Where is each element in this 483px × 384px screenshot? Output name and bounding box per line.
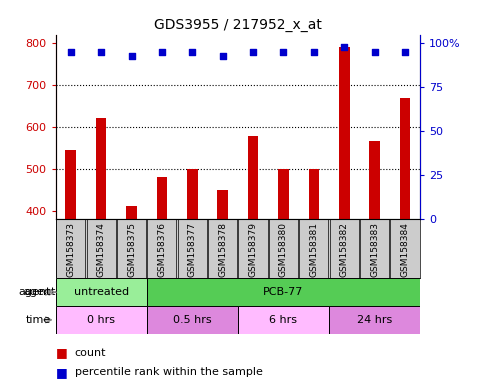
Bar — [309, 169, 319, 219]
Title: GDS3955 / 217952_x_at: GDS3955 / 217952_x_at — [154, 18, 322, 32]
Text: untreated: untreated — [73, 287, 128, 297]
Text: 24 hrs: 24 hrs — [357, 315, 392, 325]
Text: GSM158383: GSM158383 — [370, 222, 379, 277]
FancyBboxPatch shape — [239, 220, 268, 278]
Bar — [400, 98, 411, 219]
FancyBboxPatch shape — [86, 220, 116, 278]
Text: time: time — [26, 315, 51, 325]
Text: percentile rank within the sample: percentile rank within the sample — [75, 367, 263, 377]
Text: GSM158382: GSM158382 — [340, 222, 349, 277]
Text: PCB-77: PCB-77 — [263, 287, 304, 297]
Point — [67, 49, 74, 55]
Point — [97, 49, 105, 55]
Bar — [329, 306, 420, 334]
Bar — [147, 306, 238, 334]
FancyBboxPatch shape — [390, 220, 420, 278]
Point — [128, 53, 135, 59]
Bar — [56, 306, 147, 334]
Text: GSM158384: GSM158384 — [400, 222, 410, 277]
Bar — [56, 278, 147, 306]
Text: ■: ■ — [56, 346, 67, 359]
FancyBboxPatch shape — [299, 220, 328, 278]
Bar — [65, 150, 76, 219]
FancyBboxPatch shape — [147, 220, 176, 278]
Point — [310, 49, 318, 55]
Text: 6 hrs: 6 hrs — [270, 315, 298, 325]
Text: 0.5 hrs: 0.5 hrs — [173, 315, 212, 325]
Point — [371, 49, 379, 55]
FancyBboxPatch shape — [178, 220, 207, 278]
Bar — [96, 118, 106, 219]
Bar — [339, 47, 350, 219]
Point — [341, 44, 348, 50]
Text: agent: agent — [23, 287, 56, 297]
Bar — [217, 190, 228, 219]
Bar — [126, 206, 137, 219]
Text: GSM158378: GSM158378 — [218, 222, 227, 277]
Text: GSM158375: GSM158375 — [127, 222, 136, 277]
Point — [188, 49, 196, 55]
Text: ■: ■ — [56, 366, 67, 379]
Point — [158, 49, 166, 55]
FancyBboxPatch shape — [56, 220, 85, 278]
Text: GSM158381: GSM158381 — [309, 222, 318, 277]
FancyBboxPatch shape — [117, 220, 146, 278]
FancyBboxPatch shape — [208, 220, 237, 278]
Text: GSM158374: GSM158374 — [97, 222, 106, 277]
Text: GSM158376: GSM158376 — [157, 222, 167, 277]
Point — [280, 49, 287, 55]
Text: count: count — [75, 348, 106, 358]
Text: GSM158379: GSM158379 — [249, 222, 257, 277]
Bar — [278, 169, 289, 219]
Point — [401, 49, 409, 55]
Point — [249, 49, 257, 55]
Bar — [187, 169, 198, 219]
Text: 0 hrs: 0 hrs — [87, 315, 115, 325]
Text: agent: agent — [18, 287, 51, 297]
FancyBboxPatch shape — [330, 220, 359, 278]
FancyBboxPatch shape — [269, 220, 298, 278]
Bar — [156, 177, 167, 219]
Bar — [248, 136, 258, 219]
Text: GSM158377: GSM158377 — [188, 222, 197, 277]
Text: GSM158380: GSM158380 — [279, 222, 288, 277]
Bar — [238, 306, 329, 334]
Bar — [147, 278, 420, 306]
Point — [219, 53, 227, 59]
FancyBboxPatch shape — [360, 220, 389, 278]
Bar — [369, 141, 380, 219]
Text: GSM158373: GSM158373 — [66, 222, 75, 277]
